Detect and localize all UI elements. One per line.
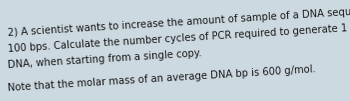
Text: 100 bps. Calculate the number cycles of PCR required to generate 1 ng of: 100 bps. Calculate the number cycles of … <box>7 21 350 54</box>
Text: DNA, when starting from a single copy.: DNA, when starting from a single copy. <box>7 48 202 70</box>
Text: 2) A scientist wants to increase the amount of sample of a DNA sequence of: 2) A scientist wants to increase the amo… <box>7 5 350 38</box>
Text: Note that the molar mass of an average DNA bp is 600 g/mol.: Note that the molar mass of an average D… <box>7 64 316 93</box>
